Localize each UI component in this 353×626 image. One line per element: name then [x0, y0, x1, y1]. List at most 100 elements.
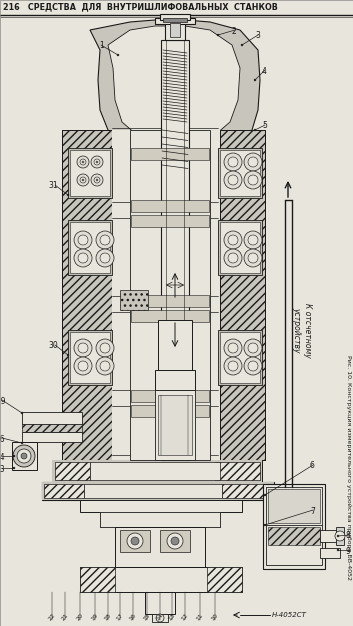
Bar — [145, 592, 175, 614]
Circle shape — [224, 339, 242, 357]
Circle shape — [228, 235, 238, 245]
Bar — [163, 18, 187, 22]
Bar — [336, 527, 344, 545]
Bar — [80, 500, 242, 512]
Bar — [120, 290, 148, 310]
Bar — [115, 527, 205, 567]
Bar — [68, 330, 112, 385]
Circle shape — [171, 537, 179, 545]
Circle shape — [82, 179, 84, 181]
Bar — [268, 489, 320, 523]
Text: 21: 21 — [61, 613, 70, 622]
Bar — [268, 527, 320, 545]
Text: 16: 16 — [128, 613, 137, 622]
Text: 6: 6 — [310, 461, 315, 471]
Circle shape — [78, 343, 88, 353]
Circle shape — [82, 161, 84, 163]
Circle shape — [77, 174, 89, 186]
Circle shape — [156, 614, 164, 622]
Circle shape — [91, 174, 103, 186]
Bar — [22, 432, 82, 442]
Bar — [158, 395, 192, 455]
Bar — [165, 22, 185, 40]
Bar — [68, 148, 112, 198]
Bar — [131, 200, 209, 212]
Circle shape — [21, 442, 23, 444]
Text: 8: 8 — [346, 531, 351, 540]
Bar — [218, 330, 262, 385]
Circle shape — [254, 79, 256, 81]
Circle shape — [21, 412, 23, 414]
Text: 11: 11 — [196, 613, 204, 622]
Bar — [266, 525, 322, 565]
Bar — [112, 130, 220, 460]
Bar — [215, 462, 260, 480]
Circle shape — [100, 235, 110, 245]
Text: 23: 23 — [0, 464, 5, 473]
Text: Н-4052СТ: Н-4052СТ — [272, 612, 307, 618]
Polygon shape — [220, 130, 265, 460]
Bar — [62, 130, 112, 460]
Bar — [52, 460, 262, 482]
Circle shape — [244, 249, 262, 267]
Circle shape — [96, 161, 98, 163]
Circle shape — [248, 157, 258, 167]
Circle shape — [13, 445, 35, 467]
Bar — [218, 220, 262, 275]
Circle shape — [224, 231, 242, 249]
Bar — [161, 40, 189, 460]
Circle shape — [244, 171, 262, 189]
Bar — [220, 150, 260, 196]
Circle shape — [100, 253, 110, 263]
Circle shape — [17, 449, 31, 463]
Bar — [170, 23, 180, 37]
Bar — [70, 150, 110, 196]
Bar — [131, 390, 209, 402]
Text: 19: 19 — [91, 613, 100, 622]
Circle shape — [67, 194, 69, 196]
Circle shape — [77, 156, 89, 168]
Bar — [131, 295, 209, 307]
Text: 216   СРЕДСТВА  ДЛЯ  ВНУТРИШЛИФОВАЛЬНЫХ  СТАНКОВ: 216 СРЕДСТВА ДЛЯ ВНУТРИШЛИФОВАЛЬНЫХ СТАН… — [3, 2, 278, 11]
Circle shape — [100, 343, 110, 353]
Text: 5: 5 — [262, 121, 267, 130]
Circle shape — [228, 253, 238, 263]
Circle shape — [264, 524, 266, 526]
Bar — [320, 548, 340, 558]
Bar — [158, 320, 192, 380]
Bar — [12, 442, 37, 470]
Circle shape — [80, 159, 86, 165]
Circle shape — [254, 129, 256, 131]
Circle shape — [337, 535, 339, 537]
Circle shape — [167, 533, 183, 549]
Circle shape — [217, 34, 219, 36]
Text: 3: 3 — [255, 31, 260, 41]
Circle shape — [244, 357, 262, 375]
Bar — [70, 222, 110, 273]
Text: К отсчетному
устройству: К отсчетному устройству — [292, 302, 312, 357]
Text: 1: 1 — [99, 41, 104, 51]
Bar — [155, 18, 195, 24]
Text: 13: 13 — [168, 613, 176, 622]
Bar — [52, 460, 262, 482]
Text: 14: 14 — [156, 613, 164, 622]
Circle shape — [248, 175, 258, 185]
Bar — [131, 310, 209, 322]
Text: 27 28 29: 27 28 29 — [0, 396, 5, 406]
Text: 18: 18 — [103, 613, 112, 622]
Circle shape — [264, 494, 266, 496]
Bar — [220, 332, 260, 383]
Circle shape — [224, 171, 242, 189]
Bar — [218, 148, 262, 198]
Text: 25 26: 25 26 — [0, 434, 5, 443]
Bar — [120, 530, 150, 552]
Circle shape — [228, 343, 238, 353]
Bar — [266, 487, 322, 525]
Text: 30: 30 — [48, 342, 58, 351]
Circle shape — [127, 533, 143, 549]
Circle shape — [117, 54, 119, 56]
Polygon shape — [62, 130, 112, 460]
Bar — [160, 14, 190, 20]
Bar — [266, 487, 322, 525]
Bar — [22, 424, 82, 432]
